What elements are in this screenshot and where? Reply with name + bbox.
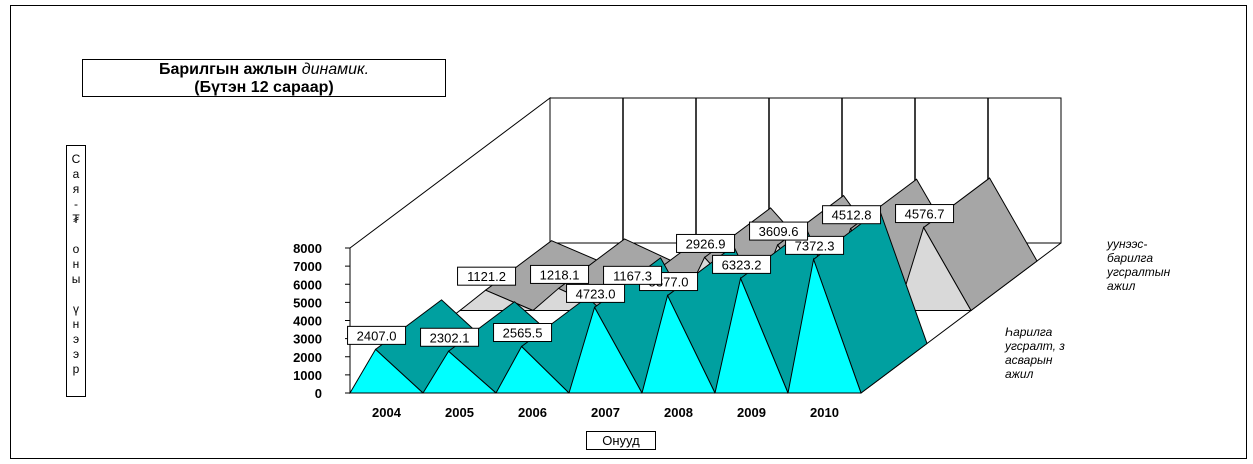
y-axis-label-char: С: [71, 152, 81, 166]
series-2-label-box: [457, 266, 517, 286]
y-axis-label-char: ү: [73, 302, 79, 316]
legend: уунээс-барилгаугсралтынажилҺарилгаугсрал…: [1004, 237, 1171, 381]
legend-text-line: барилга: [1107, 251, 1153, 265]
legend-text-line: угсралтын: [1106, 265, 1171, 279]
y-tick-label: 7000: [293, 259, 322, 274]
y-axis-label-char: о: [72, 242, 80, 256]
x-tick-label: 2007: [591, 405, 620, 420]
legend-text-line: угсралт, з: [1004, 339, 1065, 353]
chart-title-box: Барилгын ажлын динамик. (Бүтэн 12 сараар…: [82, 59, 446, 97]
x-tick-label: 2005: [445, 405, 474, 420]
series-2-label-box: [749, 221, 809, 241]
series-2-label-text: 3609.6: [759, 224, 799, 239]
x-tick-label: 2010: [810, 405, 839, 420]
legend-text-line: асварын: [1005, 353, 1053, 367]
y-axis-ticks: 0 1000 2000 3000 4000 5000 6000 7000 8000: [293, 241, 350, 401]
series-1-mark-face: [349, 348, 425, 394]
y-axis-label-char: [67, 287, 85, 302]
x-tick-label: 2004: [372, 405, 402, 420]
y-axis-label-char: ы: [71, 272, 81, 286]
series-2-label-box: [676, 233, 736, 253]
y-axis-label-char: э: [72, 332, 80, 346]
x-tick-label: 2006: [518, 405, 547, 420]
series-1-label: 2407.0: [347, 325, 407, 345]
series-1-label: 7372.3: [785, 235, 845, 255]
series-1-label-text: 6323.2: [722, 257, 762, 272]
legend-text-line: ажил: [1005, 367, 1034, 381]
series-1-label: 6323.2: [712, 254, 772, 274]
series-2-label-text: 1167.3: [613, 268, 652, 283]
y-axis-label-char: н: [72, 317, 80, 331]
y-axis-label-char: э: [72, 347, 80, 361]
series-1-label: 2302.1: [420, 327, 480, 347]
series-1-label-text: 2565.5: [503, 326, 543, 341]
x-tick-label: 2009: [737, 405, 766, 420]
series-2-label: 1121.2: [457, 266, 517, 286]
series-2-label-box: [895, 204, 955, 224]
y-tick-label: 3000: [293, 332, 322, 347]
y-axis-label-char: я: [72, 182, 80, 196]
x-axis-label: Онууд: [586, 431, 656, 450]
series-2-label-text: 4512.8: [832, 208, 872, 223]
series-1-mark-face: [495, 345, 571, 394]
y-axis-label-char: ₮: [72, 212, 80, 226]
x-tick-label: 2008: [664, 405, 693, 420]
data-labels: 2407.0 2302.1 2565.54723.05377.06323.27372…: [347, 204, 955, 347]
y-tick-label: 6000: [293, 277, 322, 292]
y-axis-label-char: [67, 227, 85, 242]
y-tick-label: 4000: [293, 314, 322, 329]
series-1-label-box: [566, 283, 626, 303]
series-1-label-text: 2302.1: [430, 330, 470, 345]
series-1-label-box: [493, 323, 553, 343]
series-2-label-box: [822, 205, 882, 225]
y-axis-label-char: н: [72, 257, 80, 271]
y-tick-label: 0: [315, 386, 322, 401]
legend-text-line: ажил: [1107, 279, 1136, 293]
series-2-label-box: [530, 264, 590, 284]
series-1-label-text: 2407.0: [357, 328, 397, 343]
chart-title: Барилгын ажлын: [158, 61, 298, 78]
chart-subtitle: (Бүтэн 12 сараар): [194, 79, 334, 96]
series-2-label-box: [603, 265, 663, 285]
series-1-label: 4723.0: [566, 283, 626, 303]
series-2-mark-face: [897, 226, 972, 311]
series-1-label-box: [712, 254, 772, 274]
y-axis-label-char: а: [72, 167, 80, 181]
series-1-label: 2565.5: [493, 323, 553, 343]
x-axis-ticks: 2004 2005 2006 2007 2008 2009 2010: [372, 405, 839, 420]
series-1-mark-face: [714, 276, 789, 394]
series-1-mark-face: [787, 257, 862, 394]
series-1-label-box: [347, 325, 407, 345]
series-1-label-text: 7372.3: [795, 238, 835, 253]
series-2-label-text: 1218.1: [540, 267, 580, 282]
series-1-label-text: 4723.0: [576, 286, 616, 301]
series-1-mark-face: [641, 294, 716, 394]
series-1-label-box: [785, 235, 845, 255]
legend-text-line: Һарилга: [1005, 325, 1053, 339]
y-tick-label: 8000: [293, 241, 322, 256]
y-axis-label-char: р: [72, 362, 80, 376]
series-2-label: 2926.9: [676, 233, 736, 253]
y-axis-label-char: -: [74, 197, 78, 211]
y-tick-label: 5000: [293, 295, 322, 310]
series-2-label-text: 4576.7: [905, 207, 945, 222]
legend-text-line: уунээс-: [1106, 237, 1147, 251]
series-1-mark-face: [568, 306, 643, 394]
chart-title-italic: динамик.: [301, 61, 370, 78]
y-tick-label: 1000: [293, 368, 322, 383]
series-2-label: 4576.7: [895, 204, 955, 224]
series-2-label: 1218.1: [530, 264, 590, 284]
series-2-label: 4512.8: [822, 205, 882, 225]
series-2-label-text: 2926.9: [686, 236, 726, 251]
series-2-label-text: 1121.2: [467, 269, 506, 284]
series-2-label: 3609.6: [749, 221, 809, 241]
y-tick-label: 2000: [293, 350, 322, 365]
series-2-label: 1167.3: [603, 265, 663, 285]
series-1-label-box: [420, 327, 480, 347]
series-1-mark-face: [422, 350, 498, 394]
